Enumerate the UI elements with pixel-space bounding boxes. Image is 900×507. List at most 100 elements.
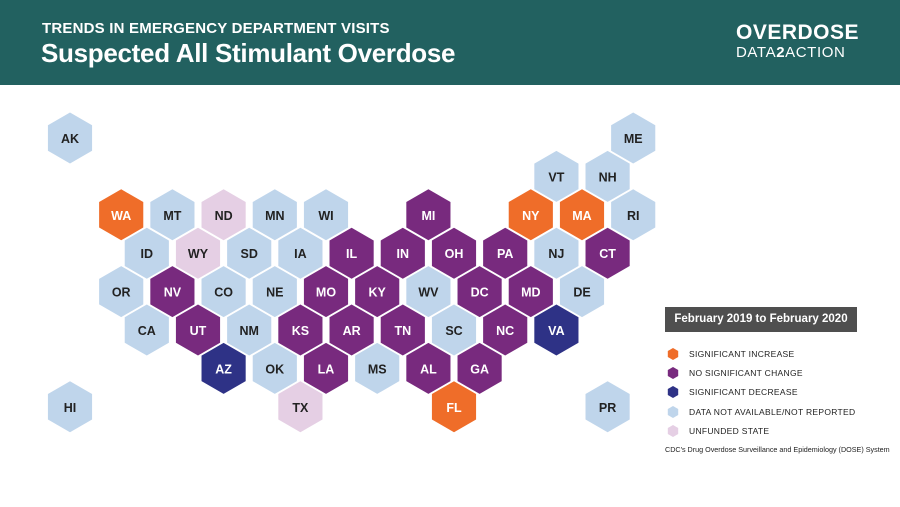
state-hex-co xyxy=(201,266,246,318)
state-tile-wi: WI xyxy=(303,189,349,241)
state-tile-ct: CT xyxy=(585,227,630,279)
state-label-ri: RI xyxy=(627,209,640,223)
state-hex-ok xyxy=(252,342,297,394)
state-tile-nj: NJ xyxy=(534,227,579,279)
legend-swatch-nochange xyxy=(667,366,679,379)
state-tile-or: OR xyxy=(99,266,144,318)
state-hex-wa xyxy=(99,189,144,241)
state-hex-de xyxy=(559,266,605,318)
state-hex-fl xyxy=(431,381,477,433)
state-tile-wa: WA xyxy=(99,189,144,241)
state-label-co: CO xyxy=(214,286,233,300)
state-tile-co: CO xyxy=(201,266,246,318)
state-hex-pa xyxy=(483,227,528,279)
state-label-nh: NH xyxy=(599,170,617,184)
state-hex-nm xyxy=(227,304,272,356)
legend-item-na: DATA NOT AVAILABLE/NOT REPORTED xyxy=(667,402,855,421)
state-label-ok: OK xyxy=(265,362,284,376)
state-label-fl: FL xyxy=(446,401,462,415)
state-hex-mn xyxy=(252,189,297,241)
state-hex-me xyxy=(611,112,656,164)
state-hex-hi xyxy=(47,381,93,433)
state-hex-nc xyxy=(483,304,528,356)
state-hex-ca xyxy=(124,304,169,356)
state-label-dc: DC xyxy=(471,286,489,300)
state-label-in: IN xyxy=(397,247,410,261)
state-tile-mo: MO xyxy=(303,266,349,318)
state-hex-md xyxy=(508,266,553,318)
state-tile-nv: NV xyxy=(150,266,195,318)
state-tile-nc: NC xyxy=(483,304,528,356)
state-label-sc: SC xyxy=(445,324,462,338)
legend-label-decrease: SIGNIFICANT DECREASE xyxy=(689,387,798,398)
state-hex-az xyxy=(201,342,246,394)
state-tile-me: ME xyxy=(611,112,656,164)
state-tile-il: IL xyxy=(329,227,374,279)
state-label-id: ID xyxy=(141,247,154,261)
state-hex-ar xyxy=(329,304,374,356)
state-tile-sc: SC xyxy=(431,304,477,356)
state-tile-nm: NM xyxy=(227,304,272,356)
logo-word-action: ACTION xyxy=(785,44,846,61)
state-label-al: AL xyxy=(420,362,437,376)
state-tile-nd: ND xyxy=(201,189,246,241)
state-label-ks: KS xyxy=(292,324,309,338)
state-hex-wy xyxy=(175,227,221,279)
state-hex-ia xyxy=(278,227,323,279)
state-hex-ct xyxy=(585,227,630,279)
state-tile-md: MD xyxy=(508,266,553,318)
header-banner: TRENDS IN EMERGENCY DEPARTMENT VISITS Su… xyxy=(0,0,900,85)
state-tile-va: VA xyxy=(534,304,579,356)
logo-digit-2: 2 xyxy=(776,44,786,61)
state-label-ct: CT xyxy=(599,247,616,261)
state-label-wi: WI xyxy=(318,209,333,223)
state-tile-sd: SD xyxy=(227,227,272,279)
state-tile-wy: WY xyxy=(175,227,221,279)
state-label-de: DE xyxy=(573,286,590,300)
state-label-ga: GA xyxy=(470,362,489,376)
state-tile-ne: NE xyxy=(252,266,297,318)
state-tile-ak: AK xyxy=(47,112,93,164)
state-hex-tn xyxy=(380,304,425,356)
state-label-ak: AK xyxy=(61,132,79,146)
state-label-wy: WY xyxy=(188,247,209,261)
state-tile-tx: TX xyxy=(278,381,323,433)
state-hex-ga xyxy=(457,342,502,394)
state-tile-ia: IA xyxy=(278,227,323,279)
state-label-nv: NV xyxy=(164,286,182,300)
state-tile-az: AZ xyxy=(201,342,246,394)
page-subtitle: TRENDS IN EMERGENCY DEPARTMENT VISITS xyxy=(42,20,390,37)
state-label-ar: AR xyxy=(343,324,361,338)
state-tile-in: IN xyxy=(380,227,425,279)
state-tile-mt: MT xyxy=(150,189,195,241)
state-hex-oh xyxy=(431,227,477,279)
legend-item-nochange: NO SIGNIFICANT CHANGE xyxy=(667,363,855,382)
state-hex-id xyxy=(124,227,169,279)
state-tile-ri: RI xyxy=(611,189,656,241)
state-hex-ks xyxy=(278,304,323,356)
state-label-or: OR xyxy=(112,286,131,300)
legend: SIGNIFICANT INCREASE NO SIGNIFICANT CHANG… xyxy=(667,344,855,440)
legend-swatch-decrease xyxy=(667,386,679,399)
state-label-pr: PR xyxy=(599,401,616,415)
state-tile-hi: HI xyxy=(47,381,93,433)
state-tile-dc: DC xyxy=(457,266,502,318)
state-label-me: ME xyxy=(624,132,643,146)
hex-tile-map: AK ME VT NH WA MT ND MN WI MI NY MA RI ID WY SD IA IL IN OH… xyxy=(47,112,656,433)
state-label-pa: PA xyxy=(497,247,513,261)
state-label-ca: CA xyxy=(138,324,156,338)
state-tile-ma: MA xyxy=(559,189,605,241)
state-hex-tx xyxy=(278,381,323,433)
legend-label-increase: SIGNIFICANT INCREASE xyxy=(689,348,795,359)
state-tile-mn: MN xyxy=(252,189,297,241)
state-label-mo: MO xyxy=(316,286,336,300)
state-hex-nd xyxy=(201,189,246,241)
state-tile-ms: MS xyxy=(355,342,400,394)
legend-title: February 2019 to February 2020 xyxy=(665,307,857,332)
state-label-ma: MA xyxy=(572,209,591,223)
state-hex-nj xyxy=(534,227,579,279)
state-hex-ny xyxy=(508,189,553,241)
state-label-tx: TX xyxy=(292,401,309,415)
state-tile-ks: KS xyxy=(278,304,323,356)
state-tile-oh: OH xyxy=(431,227,477,279)
